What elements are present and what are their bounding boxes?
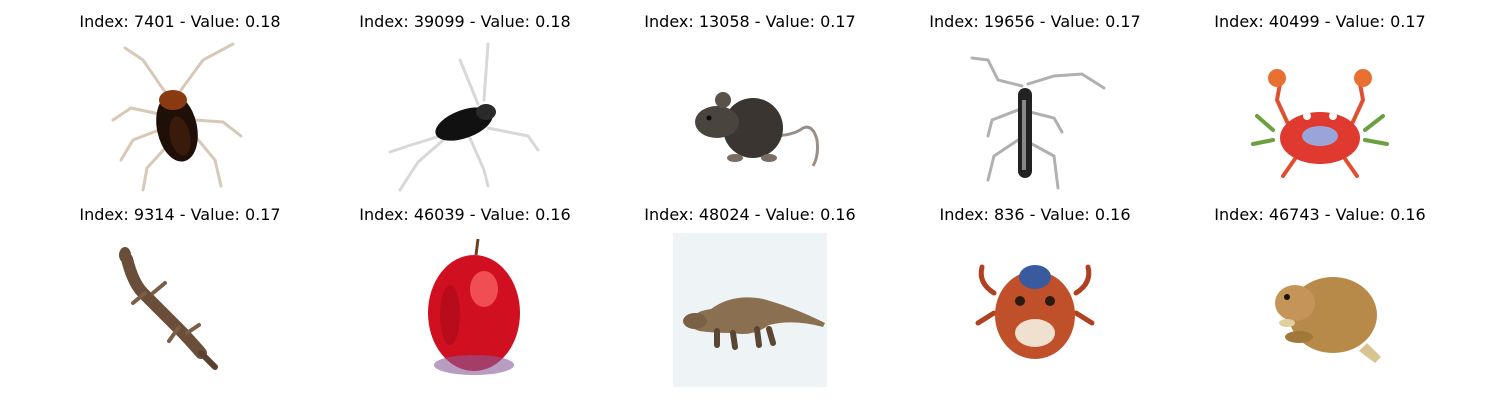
dinosaur-image: [673, 233, 827, 387]
cell-title: Index: 13058 - Value: 0.17: [644, 12, 856, 31]
apple-image: [388, 233, 542, 387]
beaver-image: [1243, 233, 1397, 387]
cell-title: Index: 836 - Value: 0.16: [939, 205, 1131, 224]
rat-image: [673, 40, 827, 194]
cell-title: Index: 46743 - Value: 0.16: [1214, 205, 1426, 224]
cell-title: Index: 39099 - Value: 0.18: [359, 12, 571, 31]
cell-title: Index: 19656 - Value: 0.17: [929, 12, 1141, 31]
lizard-image: [103, 233, 257, 387]
cell-title: Index: 7401 - Value: 0.18: [79, 12, 281, 31]
longhorn-beetle-image: [958, 40, 1112, 194]
crab-image: [1243, 40, 1397, 194]
cell-title: Index: 40499 - Value: 0.17: [1214, 12, 1426, 31]
cell-title: Index: 9314 - Value: 0.17: [79, 205, 281, 224]
cell-title: Index: 48024 - Value: 0.16: [644, 205, 856, 224]
cockroach-image: [103, 40, 257, 194]
crab-face-image: [958, 233, 1112, 387]
black-insect-image: [388, 40, 542, 194]
cell-title: Index: 46039 - Value: 0.16: [359, 205, 571, 224]
